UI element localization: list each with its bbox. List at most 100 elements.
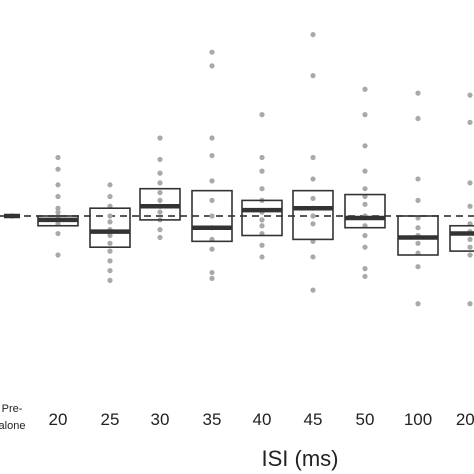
data-point bbox=[209, 49, 215, 55]
data-point bbox=[209, 246, 215, 252]
x-tick-label: 50 bbox=[356, 410, 375, 429]
data-point bbox=[209, 63, 215, 69]
data-point bbox=[157, 170, 163, 176]
data-point bbox=[55, 230, 61, 237]
data-point bbox=[415, 115, 421, 122]
data-point bbox=[259, 186, 265, 192]
x-tick-label: alone bbox=[0, 420, 25, 432]
box bbox=[344, 193, 386, 229]
data-point bbox=[362, 143, 368, 149]
data-point bbox=[310, 213, 316, 219]
data-point bbox=[55, 209, 61, 215]
data-point bbox=[259, 242, 265, 248]
data-point bbox=[209, 178, 215, 184]
data-point bbox=[467, 244, 473, 250]
data-point bbox=[107, 240, 113, 246]
data-point bbox=[362, 86, 368, 92]
data-point bbox=[415, 225, 421, 231]
data-point bbox=[467, 301, 473, 307]
data-point bbox=[259, 112, 265, 118]
data-point bbox=[259, 223, 265, 229]
data-point bbox=[107, 277, 113, 283]
data-point bbox=[467, 236, 473, 242]
data-point bbox=[362, 201, 368, 207]
data-point bbox=[55, 154, 61, 161]
data-points-layer bbox=[9, 32, 473, 307]
data-point bbox=[310, 73, 316, 79]
data-point bbox=[362, 168, 368, 174]
data-point bbox=[310, 254, 316, 260]
data-point bbox=[209, 152, 215, 159]
x-tick-label: Pre- bbox=[2, 403, 23, 415]
data-point bbox=[55, 166, 61, 172]
data-point bbox=[259, 168, 265, 174]
data-point bbox=[310, 176, 316, 182]
x-tick-labels: Pre-alone 20 25 30 35 40 45 50 100 200 bbox=[0, 403, 474, 432]
data-point bbox=[107, 258, 113, 264]
data-point bbox=[415, 90, 421, 96]
data-point bbox=[310, 32, 316, 38]
data-point bbox=[55, 193, 61, 200]
x-tick-label: 100 bbox=[404, 410, 432, 429]
data-point bbox=[415, 301, 421, 307]
data-point bbox=[362, 244, 368, 250]
data-point bbox=[259, 217, 265, 223]
data-point bbox=[467, 203, 473, 209]
box bbox=[241, 199, 283, 237]
data-point bbox=[310, 195, 316, 202]
x-tick-label: 35 bbox=[203, 410, 222, 429]
box bbox=[292, 189, 334, 241]
data-point bbox=[107, 248, 113, 254]
data-point bbox=[467, 180, 473, 186]
x-tick-label: 200 bbox=[456, 410, 474, 429]
data-point bbox=[467, 119, 473, 125]
data-point bbox=[55, 182, 61, 188]
data-point bbox=[157, 197, 163, 203]
data-point bbox=[157, 209, 163, 215]
data-point bbox=[107, 182, 113, 188]
data-point bbox=[467, 92, 473, 98]
data-point bbox=[209, 135, 215, 141]
data-point bbox=[467, 252, 473, 258]
data-point bbox=[209, 197, 215, 203]
data-point bbox=[157, 190, 163, 196]
data-point bbox=[415, 264, 421, 270]
data-point bbox=[415, 197, 421, 203]
box bbox=[449, 224, 474, 252]
x-tick-label: 25 bbox=[101, 410, 120, 429]
data-point bbox=[107, 193, 113, 200]
data-point bbox=[362, 112, 368, 118]
data-point bbox=[55, 205, 61, 211]
data-point bbox=[415, 240, 421, 246]
data-point bbox=[362, 266, 368, 272]
boxes-layer bbox=[4, 187, 474, 256]
data-point bbox=[310, 287, 316, 293]
data-point bbox=[55, 252, 61, 258]
data-point bbox=[107, 219, 113, 225]
data-point bbox=[157, 234, 163, 241]
x-tick-label: 40 bbox=[253, 410, 272, 429]
data-point bbox=[157, 156, 163, 163]
data-point bbox=[107, 213, 113, 219]
data-point bbox=[362, 273, 368, 280]
x-axis-title: ISI (ms) bbox=[262, 446, 339, 471]
data-point bbox=[209, 275, 215, 281]
data-point bbox=[209, 213, 215, 219]
x-tick-label: 45 bbox=[304, 410, 323, 429]
data-point bbox=[209, 269, 215, 276]
data-point bbox=[310, 154, 316, 161]
x-tick-label: 30 bbox=[151, 410, 170, 429]
data-point bbox=[259, 154, 265, 161]
data-point bbox=[157, 135, 163, 141]
data-point bbox=[415, 176, 421, 182]
box bbox=[89, 207, 131, 248]
data-point bbox=[107, 268, 113, 274]
data-point bbox=[362, 232, 368, 239]
data-point bbox=[259, 254, 265, 260]
data-point bbox=[362, 186, 368, 192]
data-point bbox=[157, 227, 163, 233]
data-point bbox=[157, 180, 163, 186]
data-point bbox=[310, 221, 316, 227]
data-point bbox=[107, 232, 113, 239]
